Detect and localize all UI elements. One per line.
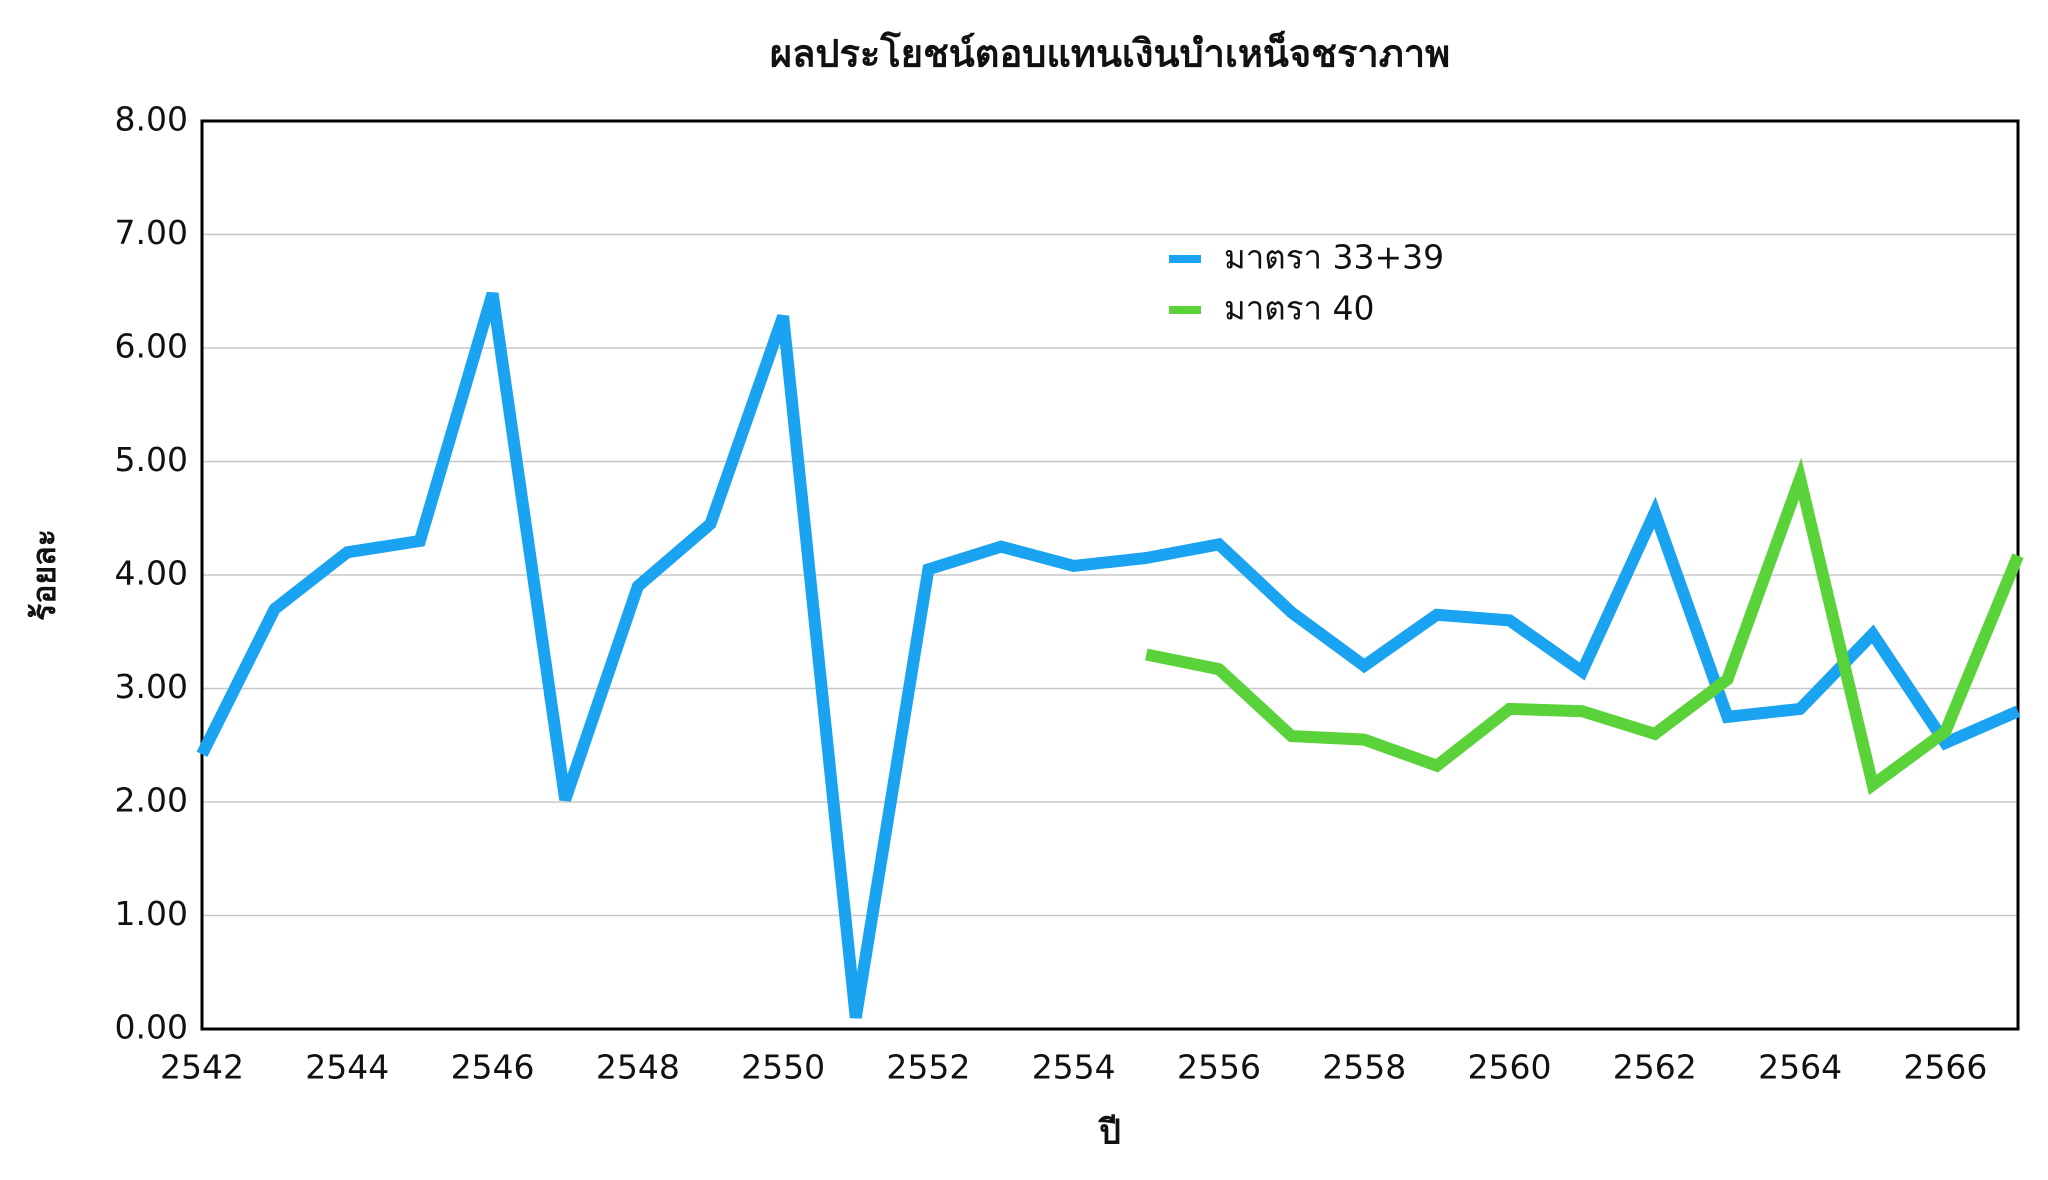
y-tick-label: 0.00 [115,1008,188,1047]
legend-label: มาตรา 33+39 [1224,238,1444,277]
y-tick-label: 2.00 [115,781,188,820]
y-axis-title: ร้อยละ [25,529,63,621]
x-tick-label: 2562 [1613,1048,1697,1087]
y-tick-label: 8.00 [115,100,188,139]
y-tick-label: 6.00 [115,327,188,366]
plot-frame [200,119,2020,1031]
x-tick-label: 2558 [1322,1048,1406,1087]
x-tick-label: 2554 [1032,1048,1116,1087]
x-tick-label: 2546 [451,1048,535,1087]
x-tick-label: 2544 [305,1048,389,1087]
x-tick-label: 2550 [741,1048,825,1087]
legend-label: มาตรา 40 [1224,289,1374,328]
x-tick-label: 2542 [160,1048,244,1087]
y-tick-label: 3.00 [115,667,188,706]
x-tick-label: 2548 [596,1048,680,1087]
chart-title: ผลประโยชน์ตอบแทนเงินบำเหน็จชราภาพ [770,31,1450,76]
x-tick-label: 2564 [1758,1048,1842,1087]
series-line [1145,457,2024,796]
x-tick-label: 2556 [1177,1048,1261,1087]
x-tick-label: 2552 [886,1048,970,1087]
y-tick-label: 7.00 [115,213,188,252]
x-tick-label: 2560 [1468,1048,1552,1087]
series-line [196,291,2021,1019]
y-tick-label: 1.00 [115,894,188,933]
x-axis-title: ปี [1097,1113,1120,1153]
y-tick-label: 5.00 [115,440,188,479]
y-tick-label: 4.00 [115,554,188,593]
x-tick-label: 2566 [1903,1048,1987,1087]
